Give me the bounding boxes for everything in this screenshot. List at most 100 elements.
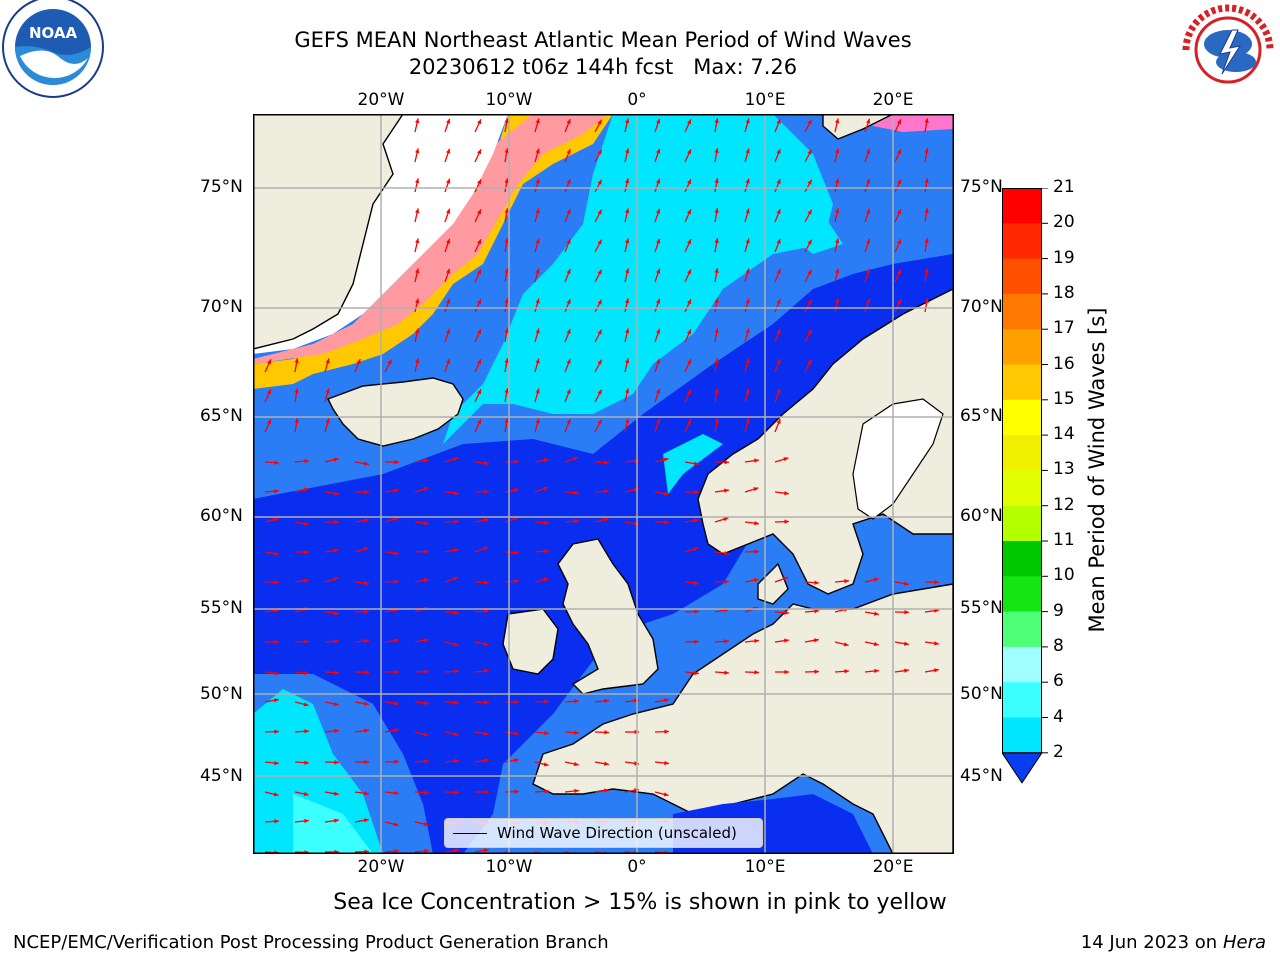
medium-period-patches <box>293 794 373 854</box>
wind-wave-arrowhead <box>267 419 271 425</box>
wind-wave-arrowhead <box>504 148 509 154</box>
wind-wave-arrowhead <box>574 788 579 794</box>
wind-wave-arrowhead <box>784 610 789 615</box>
wind-wave-arrowhead <box>544 520 549 525</box>
wind-wave-arrowhead <box>656 238 661 244</box>
wind-wave-arrowhead <box>784 669 789 675</box>
lat-label-left-45n: 45°N <box>200 766 243 786</box>
wind-wave-arrowhead <box>334 760 339 765</box>
wind-wave-arrowhead <box>714 358 719 364</box>
wind-wave-arrowhead <box>597 389 602 395</box>
lon-label-bottom-10w: 10°W <box>485 857 533 877</box>
colorbar-segment <box>1002 188 1042 224</box>
wind-wave-arrowhead <box>813 638 819 643</box>
lat-label-right-65n: 65°N <box>960 406 1003 426</box>
colorbar-tick-label: 18 <box>1053 282 1075 303</box>
wind-wave-arrowhead <box>483 546 489 551</box>
wind-wave-arrowhead <box>267 389 271 395</box>
wind-wave-arrowhead <box>903 641 909 646</box>
nws-logo <box>1176 0 1280 104</box>
wind-wave-arrowhead <box>415 358 420 364</box>
wind-wave-arrowhead <box>446 208 451 214</box>
wind-wave-arrowhead <box>566 299 571 305</box>
wind-wave-arrowhead <box>424 759 429 764</box>
wind-wave-arrowhead <box>714 418 719 424</box>
wind-wave-arrowhead <box>446 148 451 154</box>
wind-wave-arrowhead <box>423 732 429 737</box>
wind-wave-arrowhead <box>604 788 609 793</box>
wind-wave-arrowhead <box>303 487 309 492</box>
wind-wave-arrowhead <box>714 268 719 274</box>
wind-wave-arrowhead <box>603 517 609 522</box>
lat-label-left-75n: 75°N <box>200 177 243 197</box>
wind-wave-arrowhead <box>776 419 781 425</box>
wind-wave-arrowhead <box>535 148 540 154</box>
wind-wave-arrowhead <box>454 669 459 674</box>
wind-wave-arrowhead <box>625 388 630 394</box>
wind-wave-arrowhead <box>625 148 630 154</box>
wind-wave-arrowhead <box>393 822 399 827</box>
wind-wave-arrowhead <box>714 238 719 244</box>
footer-date-text: 14 Jun 2023 on <box>1080 932 1218 953</box>
wind-wave-arrowhead <box>776 299 781 305</box>
wind-wave-arrowhead <box>363 701 369 706</box>
wind-wave-arrowhead <box>566 149 571 155</box>
wind-wave-arrowhead <box>535 388 540 394</box>
wind-wave-arrowhead <box>687 389 691 395</box>
wind-wave-arrowhead <box>753 487 759 492</box>
colorbar <box>1001 187 1052 788</box>
wind-wave-arrowhead <box>866 238 871 244</box>
wind-wave-arrowhead <box>807 329 812 335</box>
wind-wave-arrowhead <box>415 328 420 334</box>
wind-wave-arrowhead <box>334 818 339 823</box>
wind-wave-arrowhead <box>694 580 699 586</box>
wind-wave-arrowhead <box>566 419 571 425</box>
wind-wave-arrowhead <box>535 268 540 274</box>
lon-label-top-20w: 20°W <box>357 90 405 110</box>
wind-wave-arrowhead <box>835 208 840 214</box>
wind-wave-arrowhead <box>513 758 519 763</box>
wind-wave-arrowhead <box>783 576 789 581</box>
wind-wave-arrowhead <box>424 669 429 674</box>
wind-wave-arrowhead <box>504 208 509 214</box>
wind-wave-arrowhead <box>477 329 481 335</box>
legend-label: Wind Wave Direction (unscaled) <box>497 824 737 842</box>
wind-wave-arrowhead <box>745 388 750 394</box>
lon-label-bottom-20w: 20°W <box>357 857 405 877</box>
wind-wave-arrowhead <box>866 268 871 274</box>
colorbar-tick-label: 2 <box>1053 741 1064 762</box>
wind-wave-arrowhead <box>933 668 939 673</box>
colorbar-tick-label: 9 <box>1053 600 1064 621</box>
wind-wave-arrowhead <box>776 209 781 215</box>
wind-wave-arrowhead <box>924 148 929 154</box>
wind-wave-arrowhead <box>483 848 489 853</box>
wind-wave-arrowhead <box>424 848 429 854</box>
wind-wave-arrowhead <box>454 700 459 705</box>
wind-wave-arrowhead <box>514 579 519 584</box>
wind-wave-arrowhead <box>513 488 519 493</box>
wind-wave-arrowhead <box>325 418 330 424</box>
wind-wave-arrowhead <box>724 550 729 556</box>
wind-wave-arrowhead <box>723 517 729 522</box>
wind-wave-arrowhead <box>745 418 750 424</box>
wind-wave-arrowhead <box>625 268 630 274</box>
wind-wave-arrowhead <box>807 269 812 275</box>
wind-wave-arrowhead <box>415 178 420 184</box>
wind-wave-arrowhead <box>294 418 299 424</box>
wind-wave-arrowhead <box>364 609 369 614</box>
chart-title: GEFS MEAN Northeast Atlantic Mean Period… <box>294 28 912 52</box>
wind-wave-arrowhead <box>303 521 309 526</box>
lat-label-right-45n: 45°N <box>960 766 1003 786</box>
wind-wave-arrowhead <box>745 358 750 364</box>
wind-wave-arrowhead <box>866 298 871 304</box>
wind-wave-arrowhead <box>544 699 549 704</box>
wind-wave-arrowhead <box>334 728 339 734</box>
wind-wave-arrowhead <box>363 818 369 823</box>
wind-wave-arrowhead <box>924 238 929 244</box>
wind-wave-arrowhead <box>566 359 571 365</box>
wind-wave-arrowhead <box>484 580 489 585</box>
wind-wave-arrowhead <box>924 208 929 214</box>
wind-wave-arrowhead <box>424 520 429 526</box>
wind-wave-arrowhead <box>334 519 339 525</box>
wind-wave-arrowhead <box>484 609 489 614</box>
